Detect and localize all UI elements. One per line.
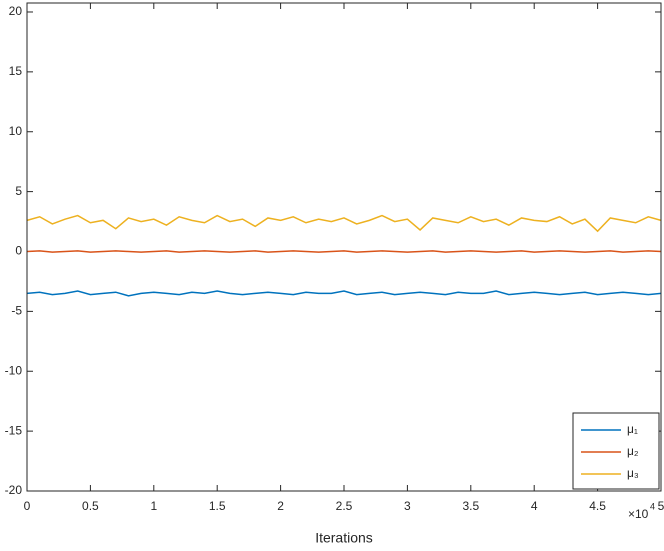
y-tick-label: 10	[9, 124, 23, 138]
y-tick-label: 5	[15, 184, 22, 198]
x-multiplier: ×10	[628, 507, 649, 521]
x-tick-label: 2	[277, 499, 284, 513]
series-line	[26, 290, 662, 297]
y-tick-label: -20	[5, 483, 23, 497]
x-tick-label: 5	[658, 499, 664, 513]
x-tick-label: 1	[150, 499, 157, 513]
x-tick-label: 1.5	[209, 499, 226, 513]
legend-label: μ₃	[627, 466, 639, 480]
x-tick-label: 2.5	[336, 499, 353, 513]
y-tick-label: -5	[11, 304, 22, 318]
x-tick-label: 0.5	[82, 499, 99, 513]
legend-label: μ₂	[627, 444, 639, 458]
x-multiplier-exponent: 4	[650, 501, 655, 511]
x-tick-label: 3	[404, 499, 411, 513]
y-tick-label: -10	[5, 363, 23, 377]
series-line	[26, 214, 662, 233]
y-tick-label: -15	[5, 423, 23, 437]
x-axis-label: Iterations	[315, 530, 373, 546]
y-tick-label: 20	[9, 4, 23, 18]
x-tick-label: 4	[531, 499, 538, 513]
x-tick-label: 4.5	[589, 499, 606, 513]
series-line	[26, 250, 662, 253]
y-tick-label: 15	[9, 64, 23, 78]
legend-label: μ₁	[627, 422, 638, 436]
x-tick-label: 3.5	[462, 499, 479, 513]
y-tick-label: 0	[15, 244, 22, 258]
x-tick-label: 0	[24, 499, 31, 513]
legend-box	[572, 412, 660, 490]
axes-box	[26, 2, 662, 492]
